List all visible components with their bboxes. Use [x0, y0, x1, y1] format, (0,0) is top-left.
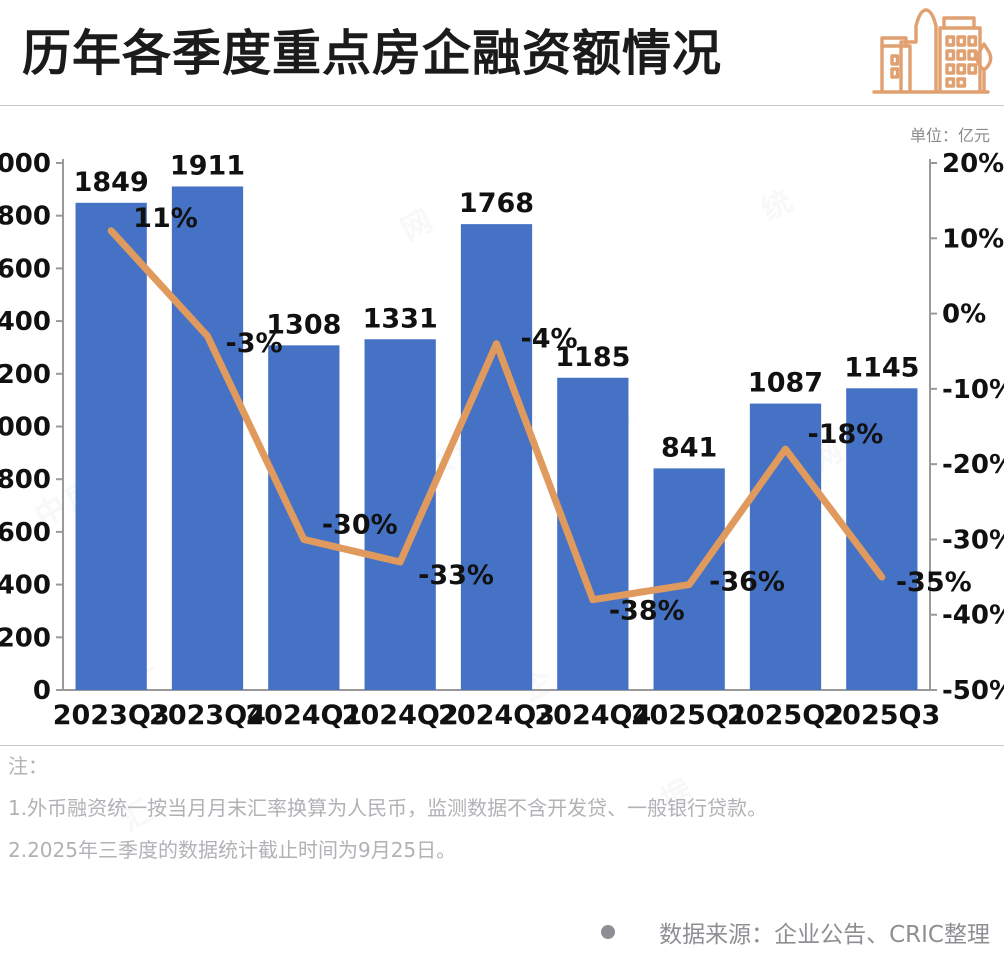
bar — [460, 224, 533, 690]
source-row: 数据来源：企业公告、CRIC整理 — [0, 915, 1004, 949]
line-series — [107, 227, 886, 604]
line-value-label: -18% — [808, 419, 884, 450]
bar — [171, 186, 244, 690]
bars-group — [63, 186, 930, 691]
bar — [268, 345, 340, 690]
source-text: 数据来源：企业公告、CRIC整理 — [659, 922, 990, 948]
x-axis-label: 2023Q3 — [53, 700, 170, 731]
y-axis-left-label: 2000 — [0, 149, 51, 179]
footer-divider — [0, 745, 1004, 746]
line-value-label: -30% — [322, 509, 398, 540]
bar-value-label: 841 — [661, 432, 717, 463]
y-axis-left-label: 1400 — [0, 307, 51, 337]
line-value-label: -3% — [226, 328, 283, 359]
header: 历年各季度重点房企融资额情况 — [0, 0, 1004, 106]
bar-value-label: 1911 — [170, 150, 245, 181]
notes-block: 注： 1.外币融资统一按当月月末汇率换算为人民币，监测数据不含开发贷、一般银行贷… — [8, 756, 998, 880]
y-axis-left-label: 1800 — [0, 202, 51, 232]
combo-chart: 0 200 400 600 800 1000 1200 1400 1600 1800 2000 20… — [0, 149, 1004, 731]
y-axis-right-label: -30% — [942, 525, 1004, 555]
line-value-label: -35% — [896, 567, 972, 598]
bar-value-label: 1768 — [459, 188, 534, 219]
bar-value-label: 1087 — [748, 368, 823, 399]
y-axis-left-label: 600 — [0, 518, 51, 548]
bar — [75, 202, 147, 690]
y-axis-right-label: -50% — [942, 676, 1004, 706]
y-axis-left-label: 0 — [33, 676, 51, 706]
notes-heading: 注： — [8, 754, 48, 778]
x-axis-label: 2024Q4 — [534, 700, 651, 731]
y-axis-right-label: 10% — [942, 224, 1004, 254]
line-value-label: -33% — [418, 560, 494, 591]
buildings-icon — [872, 8, 993, 94]
bar-value-label: 1849 — [74, 167, 149, 198]
y-axis-right-label: 20% — [942, 149, 1004, 179]
bar-value-label: 1331 — [363, 303, 438, 334]
y-axis-left-label: 1200 — [0, 360, 51, 390]
bar-value-label: 1185 — [555, 342, 630, 373]
line-labels-group: 11% -3% -30% -33% -4% -38% -36% -18% -35% — [133, 203, 972, 627]
x-axis-label: 2024Q3 — [438, 700, 555, 731]
line-value-label: -4% — [521, 324, 578, 355]
y-axis-right-label: 0% — [942, 300, 986, 330]
x-axis-label: 2023Q4 — [149, 700, 266, 731]
line-value-label: 11% — [133, 203, 198, 234]
x-axis-label: 2025Q3 — [823, 700, 940, 731]
x-axis-label: 2025Q2 — [727, 700, 844, 731]
chart-container: 0 200 400 600 800 1000 1200 1400 1600 1800 2000 20… — [0, 140, 1004, 740]
line-series-group — [107, 227, 886, 604]
x-axis-label: 2024Q2 — [342, 700, 459, 731]
x-axis-label: 2024Q1 — [245, 700, 362, 731]
page-title: 历年各季度重点房企融资额情况 — [22, 25, 723, 82]
y-axis-right-label: -10% — [942, 375, 1004, 405]
note-item-2: 2.2025年三季度的数据统计截止时间为9月25日。 — [8, 838, 457, 862]
bar — [846, 388, 918, 690]
header-divider — [0, 105, 1004, 106]
y-axis-right-label: -20% — [942, 450, 1004, 480]
x-axis-labels-group: 2023Q32023Q42024Q12024Q22024Q32024Q42025… — [53, 700, 941, 731]
y-axis-right-label: -40% — [942, 601, 1004, 631]
line-value-label: -38% — [609, 596, 685, 627]
y-axis-left-label: 200 — [0, 623, 51, 653]
y-axis-left-label: 1600 — [0, 254, 51, 284]
bar-labels-group: 1849 1911 1308 1331 1768 1185 841 1087 1145 — [74, 150, 920, 463]
y-axis-left-label: 800 — [0, 465, 51, 495]
bullet-icon — [601, 925, 616, 939]
x-axis-label: 2025Q1 — [631, 700, 748, 731]
y-axis-right-group: 20% 10% 0% -10% -20% -30% -40% -50% — [929, 149, 1004, 706]
bar-value-label: 1308 — [266, 309, 341, 340]
note-item-1: 1.外币融资统一按当月月末汇率换算为人民币，监测数据不含开发贷、一般银行贷款。 — [8, 796, 768, 820]
y-axis-left-label: 1000 — [0, 413, 51, 443]
bar-value-label: 1145 — [844, 352, 919, 383]
y-axis-left-group: 0 200 400 600 800 1000 1200 1400 1600 1800 2000 — [0, 149, 64, 706]
line-value-label: -36% — [709, 567, 785, 598]
y-axis-left-label: 400 — [0, 571, 51, 601]
unit-label: 单位：亿元 — [909, 126, 990, 145]
